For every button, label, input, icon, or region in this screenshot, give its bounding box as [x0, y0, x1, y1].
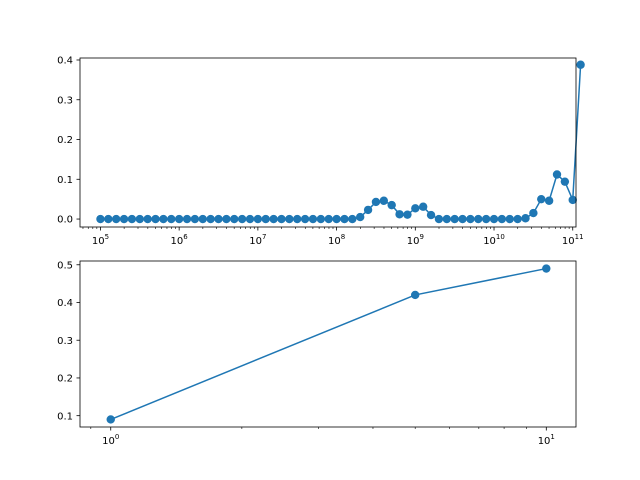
y-tick-label: 0.2 — [57, 374, 73, 385]
y-tick-label: 0.3 — [57, 336, 73, 347]
data-point — [308, 214, 318, 224]
y-tick-label: 0.4 — [57, 298, 73, 309]
x-tick-label: 101 — [538, 433, 555, 447]
data-point — [261, 214, 270, 224]
data-point — [104, 214, 113, 224]
data-point — [135, 214, 144, 224]
data-point — [190, 214, 200, 224]
x-tick-label: 108 — [328, 233, 345, 247]
data-point — [537, 194, 546, 204]
top-chart: 105 106 107 108 109 1010 1011 0.0 0.1 0.2 0.3 0.4 — [57, 56, 585, 247]
data-point — [245, 214, 255, 224]
data-point — [379, 196, 389, 205]
x-tick-label: 106 — [171, 233, 189, 247]
data-point — [293, 214, 302, 224]
data-point — [418, 202, 428, 211]
bottom-chart: 100 101 0.1 0.2 0.3 0.4 0.5 — [57, 260, 577, 447]
series-line — [110, 267, 547, 421]
data-point — [143, 214, 152, 224]
data-point — [371, 197, 381, 207]
data-point — [332, 214, 341, 224]
axes-frame — [79, 57, 577, 228]
data-point — [450, 214, 459, 224]
y-tick-label: 0.0 — [57, 215, 73, 226]
x-tick-label: 1011 — [562, 233, 584, 247]
data-point — [111, 214, 121, 224]
data-point — [167, 214, 176, 224]
x-tick-label: 109 — [407, 233, 424, 247]
data-point — [316, 214, 326, 224]
data-point — [542, 264, 551, 273]
data-point — [544, 196, 554, 205]
data-point — [198, 214, 207, 224]
data-point — [269, 214, 278, 224]
data-point — [513, 214, 522, 224]
data-point — [434, 214, 444, 224]
data-point — [466, 214, 475, 224]
x-tick-label: 105 — [92, 233, 109, 247]
data-point — [285, 214, 294, 224]
y-tick-label: 0.1 — [57, 175, 73, 186]
data-point — [300, 214, 310, 224]
data-point — [127, 214, 137, 224]
y-tick-label: 0.4 — [57, 56, 73, 67]
y-tick-label: 0.2 — [57, 135, 73, 146]
x-tick-label: 107 — [249, 233, 266, 247]
data-point — [552, 170, 562, 179]
data-point — [576, 60, 585, 69]
data-point — [521, 214, 530, 223]
data-point — [348, 214, 357, 224]
x-tick-label: 100 — [102, 433, 119, 447]
data-point — [497, 214, 507, 224]
y-tick-label: 0.1 — [57, 411, 73, 422]
data-point — [206, 214, 215, 224]
data-point — [119, 214, 129, 224]
data-point — [237, 214, 247, 224]
data-point — [151, 214, 160, 224]
axes-frame — [79, 260, 577, 428]
data-point — [324, 214, 333, 224]
data-point — [174, 214, 184, 224]
data-point — [363, 205, 373, 215]
data-point — [489, 214, 499, 224]
data-point — [529, 208, 538, 218]
data-point — [403, 210, 412, 219]
data-point — [395, 210, 404, 219]
y-tick-label: 0.3 — [57, 95, 73, 106]
data-point — [222, 214, 231, 224]
series-line — [100, 64, 582, 220]
data-point — [568, 195, 577, 205]
data-point — [356, 212, 365, 222]
data-point — [214, 214, 223, 224]
data-point — [442, 214, 451, 224]
data-point — [253, 214, 263, 224]
data-point — [410, 290, 420, 300]
data-point — [474, 214, 483, 224]
data-point — [277, 214, 286, 224]
data-point — [411, 204, 420, 213]
data-point — [505, 214, 514, 224]
x-tick-label: 1010 — [483, 233, 505, 247]
data-point — [458, 214, 467, 224]
data-point — [96, 214, 105, 224]
data-point — [387, 200, 396, 210]
data-point — [426, 210, 436, 220]
y-tick-label: 0.5 — [57, 260, 73, 271]
data-point — [182, 214, 192, 224]
data-point — [159, 214, 168, 224]
data-point — [481, 214, 491, 224]
data-point — [230, 214, 239, 224]
data-point — [560, 177, 570, 186]
data-point — [106, 415, 115, 424]
data-point — [340, 214, 349, 224]
